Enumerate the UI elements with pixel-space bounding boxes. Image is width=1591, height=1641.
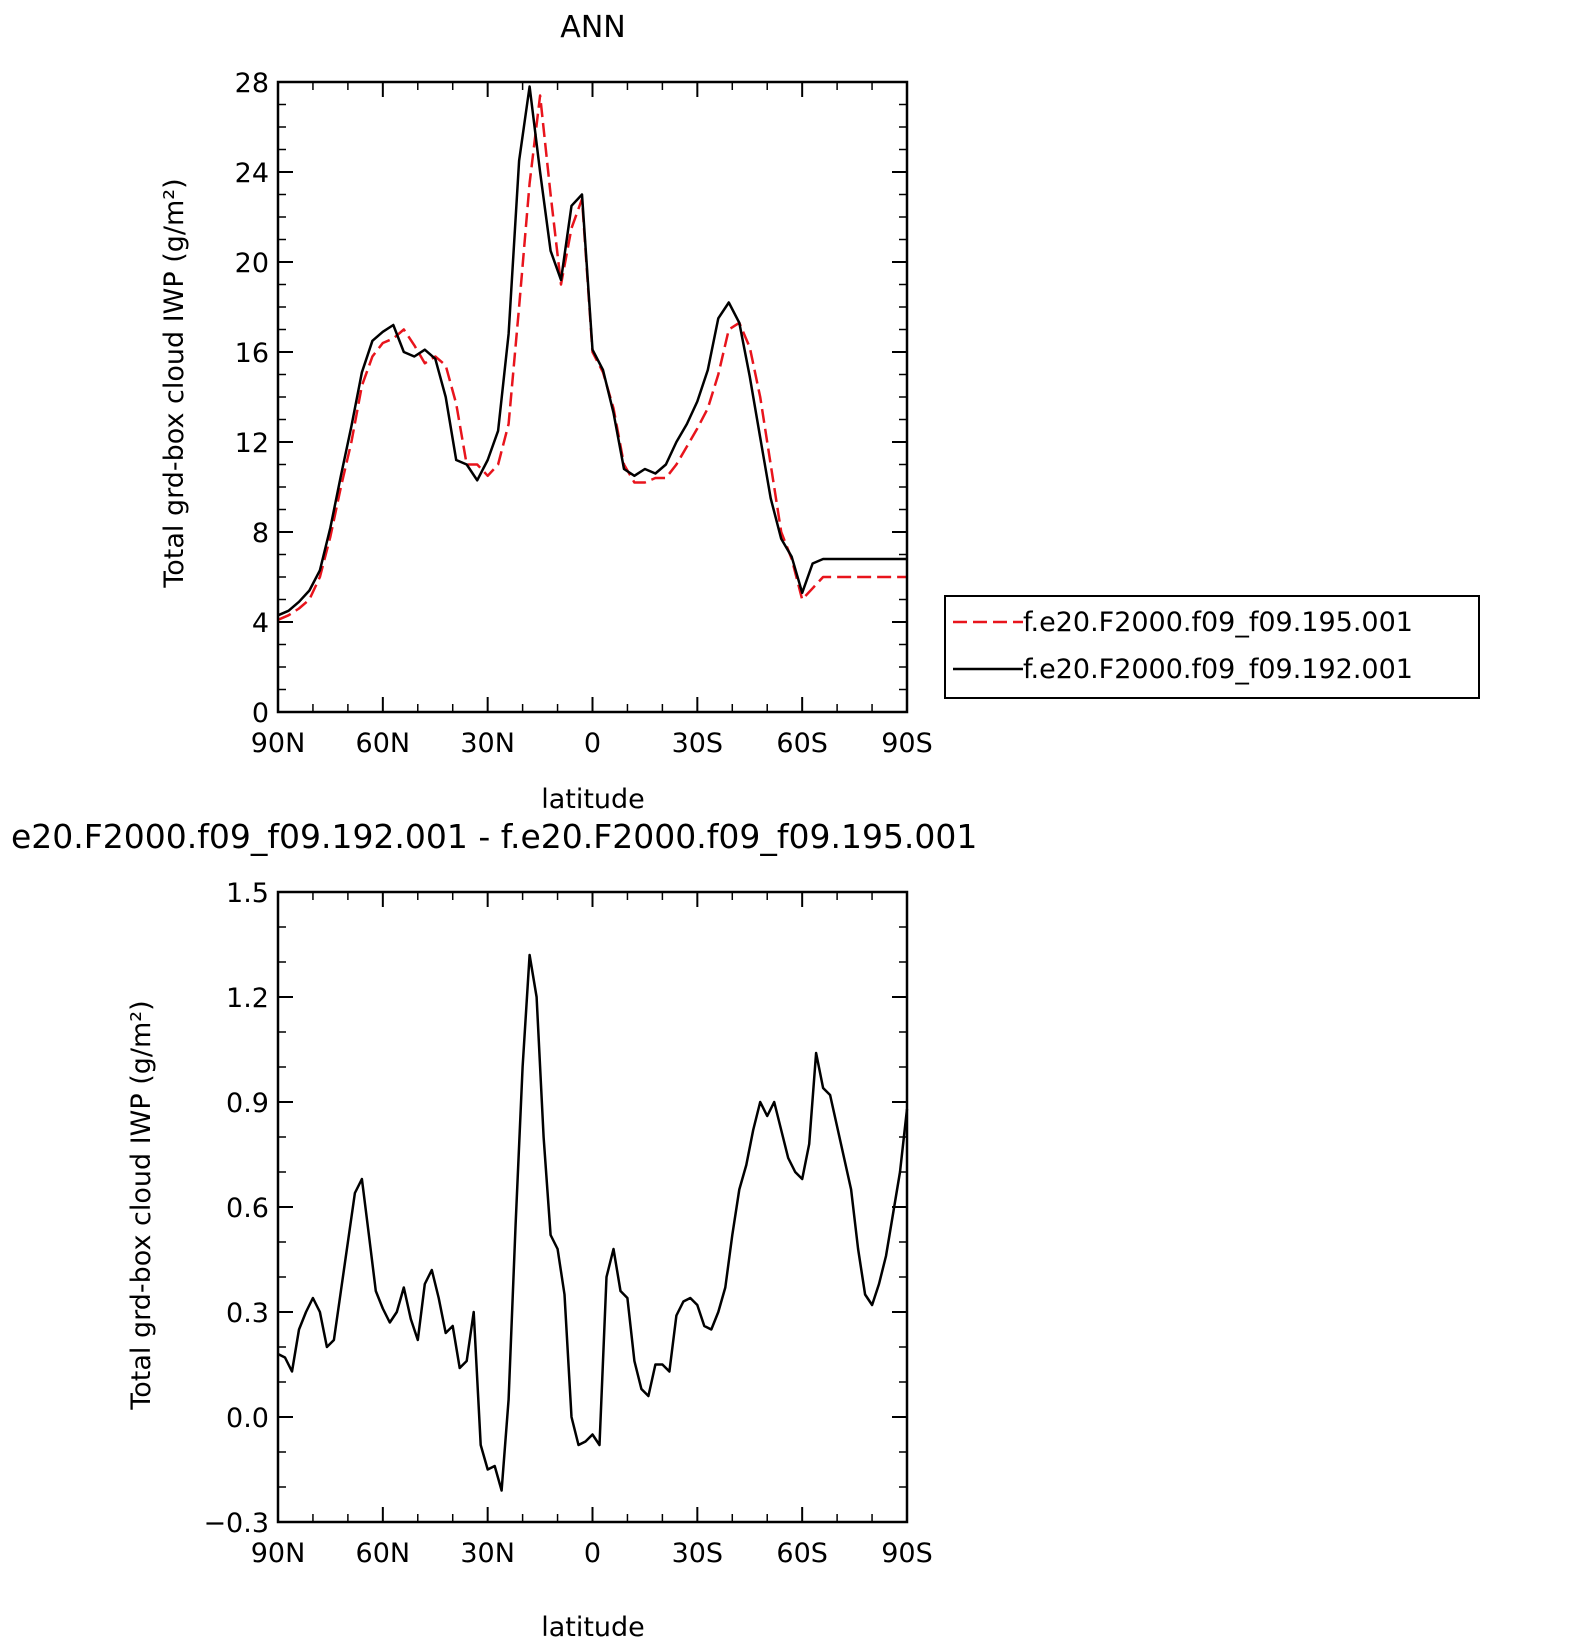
legend-label-series-192: f.e20.F2000.f09_f09.192.001 bbox=[1023, 654, 1413, 685]
panel1-plot-frame bbox=[276, 890, 909, 1524]
panel1-x-tick-label: 90S bbox=[881, 1538, 933, 1569]
panel0-y-tick-label: 20 bbox=[235, 248, 269, 279]
panel0-x-tick-label: 60N bbox=[356, 728, 411, 759]
panel1-x-tick-label: 30N bbox=[460, 1538, 515, 1569]
legend-box bbox=[944, 595, 1480, 699]
bottom-panel-title: e20.F2000.f09_f09.192.001 - f.e20.F2000.… bbox=[11, 817, 977, 856]
bottom-panel: e20.F2000.f09_f09.192.001 - f.e20.F2000.… bbox=[11, 817, 977, 1641]
top-panel-plot: 0 4 8 12 16 20 24 28 90N 60N 30N 0 30S 60S 90S bbox=[235, 68, 933, 759]
panel1-x-tick-label: 60S bbox=[776, 1538, 828, 1569]
panel0-y-tick-label: 24 bbox=[235, 158, 269, 189]
panel1-x-tick-label: 60N bbox=[356, 1538, 411, 1569]
panel0-plot-frame bbox=[276, 80, 909, 714]
legend-label-series-195: f.e20.F2000.f09_f09.195.001 bbox=[1023, 607, 1413, 638]
panel1-x-tick-label: 0 bbox=[584, 1538, 601, 1569]
panel0-y-tick-label: 28 bbox=[235, 68, 269, 99]
top-panel-xlabel: latitude bbox=[541, 784, 645, 815]
bottom-panel-ylabel: Total grd-box cloud IWP (g/m²) bbox=[126, 1000, 157, 1410]
panel0-y-tick-label: 0 bbox=[252, 698, 269, 729]
panel0-x-tick-label: 90N bbox=[251, 728, 306, 759]
panel0-y-tick-label: 16 bbox=[235, 338, 269, 369]
panel1-y-tick-label: 0.3 bbox=[226, 1298, 269, 1329]
panel0-x-tick-label: 90S bbox=[881, 728, 933, 759]
panel1-y-tick-label: −0.3 bbox=[203, 1508, 269, 1539]
panel1-x-tick-label: 30S bbox=[672, 1538, 724, 1569]
panel0-x-tick-label: 0 bbox=[584, 728, 601, 759]
legend: f.e20.F2000.f09_f09.195.001 f.e20.F2000.… bbox=[944, 595, 1480, 699]
panel1-y-tick-label: 0.6 bbox=[226, 1193, 269, 1224]
panel1-series-line-0 bbox=[277, 953, 909, 1492]
panel1-y-tick-label: 0.9 bbox=[226, 1088, 269, 1119]
panel0-x-tick-label: 30N bbox=[460, 728, 515, 759]
panel0-series-line-0 bbox=[277, 94, 907, 621]
panel0-y-tick-label: 4 bbox=[252, 608, 269, 639]
panel0-series-line-1 bbox=[277, 85, 907, 617]
top-panel: ANN 0 4 8 12 16 20 24 28 90N 60N 30N 0 30S 60S 90S lat… bbox=[159, 10, 1480, 815]
panel1-y-tick-label: 0.0 bbox=[226, 1403, 269, 1434]
bottom-panel-xlabel: latitude bbox=[541, 1612, 645, 1641]
bottom-panel-plot: −0.3 0.0 0.3 0.6 0.9 1.2 1.5 90N 60N 30N 0 30S 60S 90… bbox=[203, 878, 932, 1569]
panel1-x-tick-label: 90N bbox=[251, 1538, 306, 1569]
panel0-y-tick-label: 8 bbox=[252, 518, 269, 549]
panel0-x-tick-label: 30S bbox=[672, 728, 724, 759]
panel1-y-tick-label: 1.2 bbox=[226, 983, 269, 1014]
panel1-y-tick-label: 1.5 bbox=[226, 878, 269, 909]
top-panel-ylabel: Total grd-box cloud IWP (g/m²) bbox=[159, 178, 190, 588]
panel0-x-tick-label: 60S bbox=[776, 728, 828, 759]
top-panel-title: ANN bbox=[560, 10, 625, 45]
panel0-y-tick-label: 12 bbox=[235, 428, 269, 459]
